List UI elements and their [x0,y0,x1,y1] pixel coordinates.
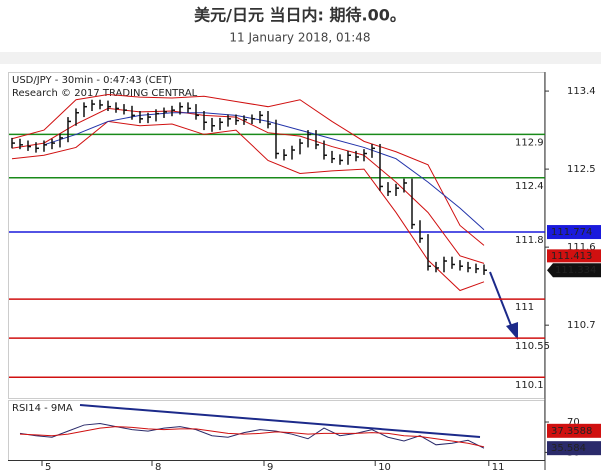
value-box-label: 37.3588 [551,426,592,437]
x-tick-label: 11 [492,462,505,473]
level-label: 110.1 [515,380,544,391]
value-box [547,263,601,278]
x-tick-label: 9 [267,462,273,473]
chart-title: 美元/日元 当日内: 期待.00。 [194,6,406,25]
y-tick-label: 112.5 [567,164,596,175]
value-box-label: 111.774 [551,227,592,238]
rsi-line [19,423,485,449]
overlay-line [11,94,485,246]
chart-credit: Research © 2017 TRADING CENTRAL [12,88,198,99]
chart-header: USD/JPY - 30min - 0:47:43 (CET) [12,75,172,86]
y-tick-label: 70 [567,417,580,428]
x-tick-label: 8 [155,462,161,473]
value-box [547,225,601,240]
level-label: 110.55 [515,341,550,352]
x-tick-label: 10 [378,462,391,473]
y-tick-label: 113.4 [567,86,596,97]
y-tick-label: 110.7 [567,320,596,331]
rsi-title: RSI14 - 9MA [12,403,73,414]
value-box-label: 35.584 [551,443,586,454]
value-box [547,441,601,456]
arrow [489,271,513,329]
arrow-head [506,322,518,340]
level-label: 112.9 [515,137,544,148]
overlay-line [11,120,485,292]
y-tick-label: 111.6 [567,242,596,253]
level-label: 111 [515,302,534,313]
separator [0,52,601,64]
value-box [547,423,601,438]
value-box-label: 111.413 [551,251,592,262]
rsi-trendline [79,404,481,438]
level-label: 111.8 [515,235,544,246]
chart-subtitle: 11 January 2018, 01:48 [229,31,370,45]
value-box [547,249,601,263]
level-label: 112.4 [515,181,544,192]
value-box-label: 111.334 [555,265,596,276]
x-tick-label: 5 [45,462,51,473]
rsi-line [19,426,485,448]
